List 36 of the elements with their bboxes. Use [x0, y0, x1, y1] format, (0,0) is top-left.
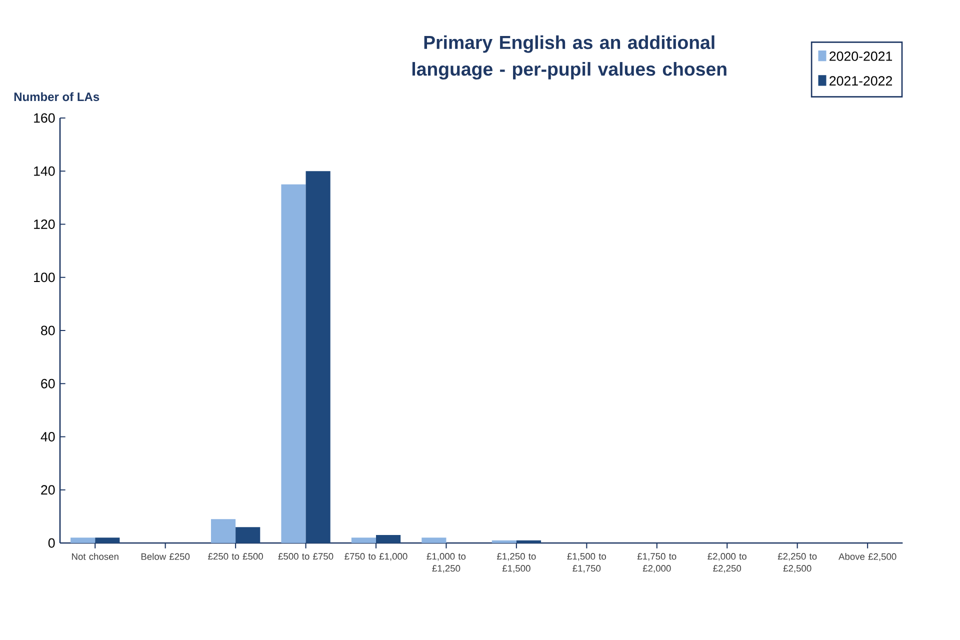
x-tick-label: £1,000 to £1,250 [426, 553, 466, 573]
y-tick-label: 100 [34, 272, 55, 282]
x-tick-label: £250 to £500 [208, 553, 263, 560]
bar [516, 540, 542, 543]
x-tick-label: £2,000 to £2,250 [708, 553, 746, 573]
x-tick-label: £1,750 to £2,000 [637, 553, 676, 573]
y-tick-label: 20 [41, 485, 55, 495]
y-tick-label: 0 [48, 538, 55, 548]
legend-label: 2021-2022 [830, 76, 892, 86]
y-tick-label: 160 [34, 113, 55, 123]
x-tick-label: Below £250 [141, 553, 190, 560]
y-tick-label: 80 [41, 326, 55, 336]
bar [70, 538, 96, 543]
y-tick-label: 140 [34, 166, 55, 176]
bar [492, 540, 516, 543]
x-tick-label: Above £2,500 [838, 553, 896, 561]
x-tick-label: Not chosen [72, 553, 118, 560]
bar [95, 538, 120, 543]
y-tick-label: 120 [34, 220, 55, 229]
y-tick-label: 60 [41, 378, 55, 388]
x-tick-label: £1,250 to £1,500 [497, 553, 536, 573]
y-axis-title: Number of LAs [14, 92, 100, 102]
bar [210, 519, 236, 543]
bar [306, 171, 330, 543]
bar [281, 184, 306, 543]
bar [376, 535, 401, 543]
x-tick-label: £2,250 to £2,500 [778, 553, 817, 573]
chart-title: Primary English as an additional language - per-pupil values chosen [412, 35, 726, 80]
legend-label: 2020-2021 [830, 52, 892, 61]
bar [422, 538, 446, 543]
bar [236, 527, 260, 543]
x-tick-label: £750 to £1,000 [344, 553, 408, 561]
bar [351, 538, 376, 543]
y-tick-label: 40 [40, 432, 55, 442]
x-tick-label: £500 to £750 [278, 553, 334, 560]
x-tick-label: £1,500 to £1,750 [567, 553, 606, 573]
